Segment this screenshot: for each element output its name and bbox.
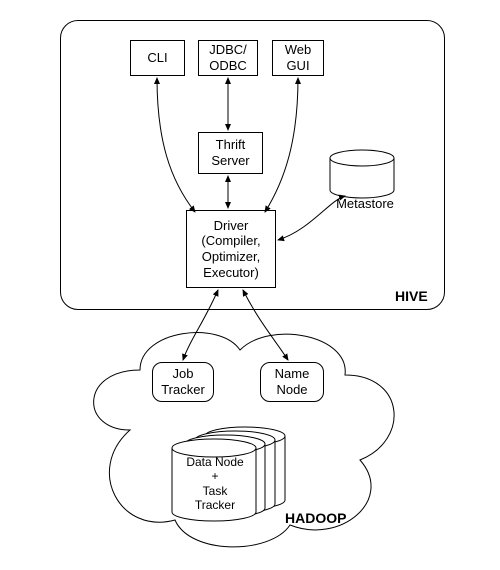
driver-text: Driver(Compiler,Optimizer,Executor) <box>201 218 260 280</box>
datanode-text: Data Node+TaskTracker <box>175 455 255 513</box>
driver-box: Driver(Compiler,Optimizer,Executor) <box>186 210 276 288</box>
namenode-text: NameNode <box>275 366 310 397</box>
jobtracker-box: JobTracker <box>152 362 214 402</box>
metastore-text: Metastore <box>330 196 400 211</box>
webgui-text: WebGUI <box>285 42 312 73</box>
jdbc-box: JDBC/ODBC <box>198 40 258 76</box>
namenode-box: NameNode <box>260 362 324 402</box>
jdbc-text: JDBC/ODBC <box>209 42 247 73</box>
cli-text: CLI <box>147 50 167 66</box>
hive-label: HIVE <box>395 288 428 304</box>
webgui-box: WebGUI <box>272 40 324 76</box>
hadoop-label: HADOOP <box>285 510 346 526</box>
thrift-text: ThriftServer <box>211 137 249 168</box>
jobtracker-text: JobTracker <box>161 366 205 397</box>
cli-box: CLI <box>130 40 185 76</box>
thrift-box: ThriftServer <box>198 132 263 174</box>
